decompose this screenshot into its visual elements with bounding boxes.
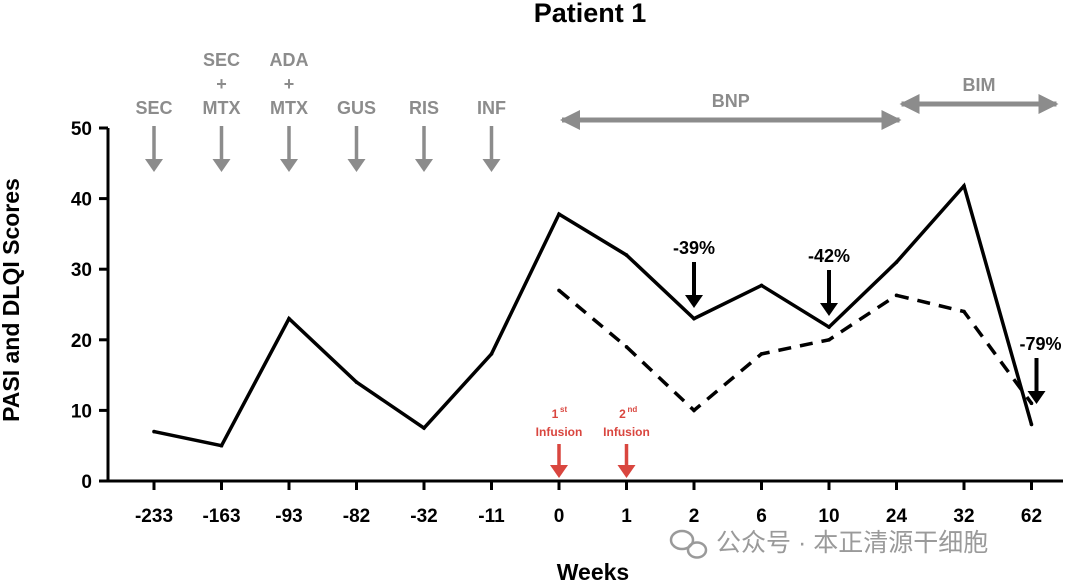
data-point-solid (354, 380, 359, 384)
infusion-ordinal-suffix: st (560, 405, 567, 414)
x-tick-label: 2 (689, 506, 700, 527)
arrow-head (820, 303, 838, 316)
data-point-dashed (759, 352, 764, 356)
reduction-label: -79% (1019, 334, 1061, 354)
data-point-solid (219, 443, 224, 448)
y-tick-label: 40 (71, 190, 92, 211)
infusion-arrow (617, 444, 636, 478)
arrow-head (280, 159, 298, 172)
data-point-dashed (624, 345, 629, 349)
treatment-label: MTX (203, 98, 241, 118)
treatment-label: SEC (135, 98, 172, 118)
infusion-label: Infusion (536, 425, 583, 439)
x-tick-label: 24 (886, 506, 908, 527)
treatment-label: MTX (270, 98, 308, 118)
arrow-head (1027, 391, 1046, 404)
x-tick-label: -32 (410, 506, 437, 527)
data-point-dashed (962, 309, 966, 314)
data-point-dashed (1029, 401, 1034, 406)
treatment-label: ADA (270, 50, 309, 70)
arrow-head (145, 159, 163, 172)
data-point-solid (894, 260, 899, 264)
reduction-arrow (820, 270, 838, 316)
y-tick-label: 10 (71, 401, 92, 422)
treatment-label: GUS (337, 98, 376, 118)
y-axis-label: PASI and DLQI Scores (0, 178, 24, 422)
treatment-arrow (145, 126, 163, 172)
x-tick-label: -82 (343, 506, 370, 527)
y-tick-label: 50 (71, 119, 92, 140)
treatment-arrow (482, 126, 501, 172)
treatment-label: SEC (203, 50, 240, 70)
x-tick-label: 1 (621, 506, 632, 527)
data-point-solid (759, 283, 764, 288)
x-tick-label: 62 (1021, 506, 1042, 527)
series-line-solid (153, 182, 1034, 448)
infusion-ordinal: 1 (552, 407, 559, 421)
data-point-solid (287, 316, 291, 321)
reduction-arrow (685, 262, 703, 308)
reduction-label: -42% (808, 246, 850, 266)
wechat-icon (669, 529, 708, 559)
plot-area: 0 10 20 30 40 50 -233 -163 -93 -82 -32 -11 0 1 2 6 10 24 3… (71, 50, 1063, 527)
x-tick-label: 32 (953, 506, 974, 527)
chart-title: Patient 1 (534, 0, 647, 28)
x-tick-label: 0 (554, 506, 565, 527)
treatment-arrow (415, 126, 433, 172)
infusion-ordinal-suffix: nd (628, 405, 638, 414)
infusion-label: Infusion (603, 425, 650, 439)
arrow-head (550, 465, 568, 478)
arrow-head (347, 159, 366, 172)
treatment-arrow (212, 126, 231, 172)
series-line-dashed (557, 289, 1033, 413)
infusion-ordinal: 2 (619, 407, 626, 421)
x-tick-label: 6 (756, 506, 767, 527)
x-axis-label: Weeks (557, 559, 629, 584)
x-tick-label: -163 (202, 506, 240, 527)
treatment-arrow (347, 126, 366, 172)
data-point-solid (624, 253, 629, 257)
data-point-dashed (827, 338, 831, 342)
y-tick-label: 30 (71, 260, 92, 281)
data-point-solid (422, 426, 426, 430)
treatment-label: + (216, 74, 227, 94)
arrow-head (482, 159, 501, 172)
x-tick-label: -233 (135, 506, 173, 527)
infusion-arrow (550, 444, 568, 478)
reduction-label: -39% (673, 238, 715, 258)
arrow-head (415, 159, 433, 172)
x-tick-label: -93 (275, 506, 302, 527)
treatment-label: RIS (409, 98, 439, 118)
arrow-head (212, 159, 231, 172)
y-tick-label: 0 (81, 472, 92, 493)
treatment-label: + (284, 74, 295, 94)
x-tick-label: -11 (478, 506, 505, 527)
data-point-solid (489, 352, 494, 356)
data-point-solid (962, 184, 966, 188)
y-tick-label: 20 (71, 331, 92, 352)
data-point-dashed (557, 288, 561, 293)
x-tick-label: 10 (818, 506, 839, 527)
data-point-solid (152, 429, 156, 434)
data-point-solid (692, 316, 696, 321)
data-point-solid (827, 325, 831, 329)
data-point-dashed (894, 293, 899, 298)
range-label: BNP (712, 91, 750, 111)
data-point-dashed (692, 408, 696, 413)
arrow-head (685, 295, 703, 308)
treatment-arrow (280, 126, 298, 172)
data-point-solid (557, 212, 561, 216)
range-label: BIM (963, 75, 996, 95)
watermark: 公众号 · 本正清源干细胞 (669, 529, 988, 559)
data-point-solid (1029, 422, 1034, 427)
treatment-label: INF (477, 98, 506, 118)
reduction-arrow (1027, 358, 1046, 404)
arrow-head (617, 465, 636, 478)
watermark-text: 公众号 · 本正清源干细胞 (716, 529, 988, 557)
